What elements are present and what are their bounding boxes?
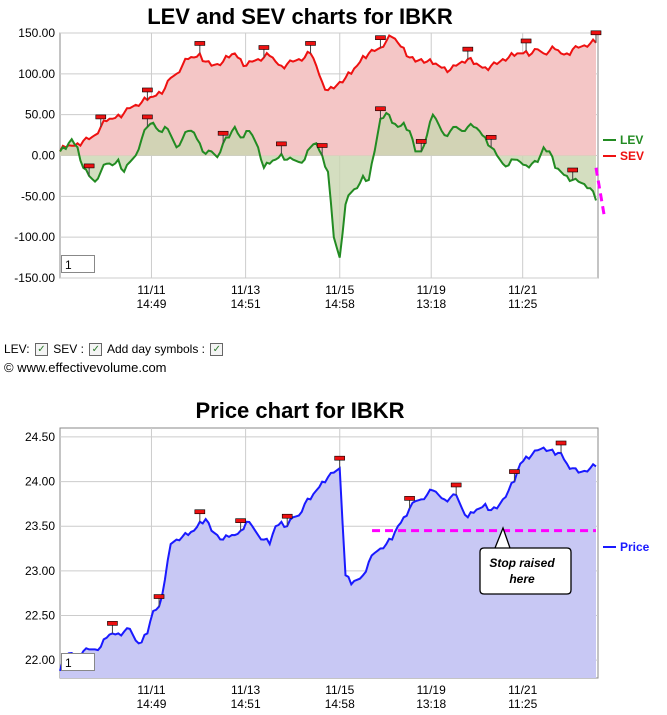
y-tick-label: -100.00 — [14, 230, 55, 244]
day-marker — [509, 469, 520, 474]
y-tick-label: 24.50 — [25, 430, 55, 444]
credit-text: © www.effectivevolume.com — [4, 360, 167, 375]
y-tick-label: 50.00 — [25, 108, 55, 122]
x-tick-date: 11/19 — [417, 283, 446, 297]
day-marker — [334, 455, 345, 461]
lev-sev-chart-title: LEV and SEV charts for IBKR — [147, 4, 453, 29]
x-tick-time: 14:58 — [325, 297, 355, 311]
lev-sev-zoom-input[interactable]: 1 — [61, 255, 95, 273]
y-tick-label: 22.50 — [25, 609, 55, 623]
day-marker — [404, 496, 415, 501]
day-marker — [83, 163, 95, 169]
day-marker — [194, 41, 206, 46]
price-legend-label: Price — [620, 540, 650, 554]
lev-line — [59, 111, 597, 258]
day-marker — [142, 87, 153, 93]
price-line — [59, 446, 597, 672]
x-tick-date: 11/11 — [137, 283, 166, 297]
day-symbols-checkbox[interactable]: ✓ — [210, 343, 224, 357]
day-marker — [217, 130, 229, 136]
day-marker — [316, 143, 328, 148]
trend-line — [594, 167, 606, 215]
x-tick-date: 11/21 — [508, 283, 537, 297]
day-marker — [375, 106, 386, 112]
day-marker — [258, 45, 270, 50]
x-tick-date: 11/15 — [325, 683, 354, 697]
lev-area — [60, 113, 596, 258]
x-tick-date: 11/19 — [417, 683, 446, 697]
day-marker — [450, 482, 462, 488]
day-marker — [142, 114, 153, 120]
lev-toggle-label: LEV: — [4, 342, 30, 356]
day-marker — [415, 139, 427, 144]
day-marker — [555, 440, 567, 446]
day-marker — [375, 35, 386, 41]
day-marker — [520, 38, 532, 44]
x-tick-time: 13:18 — [416, 297, 446, 311]
callout-line1: Stop raised — [489, 556, 555, 570]
day-marker — [153, 594, 165, 599]
x-tick-date: 11/21 — [508, 683, 537, 697]
y-tick-label: 150.00 — [18, 26, 55, 40]
y-tick-label: -150.00 — [14, 271, 55, 285]
day-marker — [107, 621, 118, 626]
day-marker — [485, 135, 497, 140]
callout-line2: here — [509, 572, 535, 586]
sev-toggle-label: SEV : — [53, 342, 84, 356]
sev-checkbox[interactable]: ✓ — [89, 343, 103, 357]
y-tick-label: 23.50 — [25, 519, 55, 533]
day-symbols-label: Add day symbols : — [106, 342, 206, 356]
lev-checkbox[interactable]: ✓ — [34, 343, 48, 357]
stop-callout: Stop raised here — [479, 526, 572, 595]
x-tick-time: 13:18 — [416, 697, 446, 711]
y-tick-label: -50.00 — [21, 189, 55, 203]
x-tick-time: 14:58 — [325, 697, 355, 711]
x-tick-time: 14:51 — [231, 697, 261, 711]
y-tick-label: 24.00 — [25, 475, 55, 489]
price-area — [60, 447, 596, 678]
y-tick-label: 23.00 — [25, 564, 55, 578]
x-tick-date: 11/15 — [325, 283, 354, 297]
y-tick-label: 0.00 — [32, 149, 56, 163]
sev-area — [60, 35, 596, 156]
day-marker — [95, 114, 107, 120]
sev-legend-label: SEV — [620, 149, 644, 163]
day-marker — [305, 41, 316, 46]
price-zoom-input[interactable]: 1 — [61, 653, 95, 671]
day-marker — [235, 518, 246, 523]
day-marker — [281, 513, 293, 519]
day-marker — [567, 167, 578, 173]
day-marker — [462, 46, 474, 52]
y-tick-label: 100.00 — [18, 67, 55, 81]
x-tick-time: 14:49 — [136, 297, 166, 311]
day-marker — [276, 141, 287, 147]
price-chart-title: Price chart for IBKR — [195, 398, 404, 423]
x-tick-date: 11/11 — [137, 683, 166, 697]
lev-legend-label: LEV — [620, 133, 643, 147]
day-marker — [590, 30, 602, 36]
x-tick-date: 11/13 — [231, 683, 260, 697]
x-tick-time: 14:51 — [231, 297, 261, 311]
sev-line — [59, 34, 597, 152]
x-tick-time: 14:49 — [136, 697, 166, 711]
x-tick-time: 11:25 — [508, 697, 537, 711]
y-tick-label: 22.00 — [25, 653, 55, 667]
x-tick-time: 11:25 — [508, 297, 537, 311]
chart-controls: LEV: ✓ SEV : ✓ Add day symbols : ✓ — [4, 342, 225, 357]
x-tick-date: 11/13 — [231, 283, 260, 297]
day-marker — [194, 509, 206, 515]
